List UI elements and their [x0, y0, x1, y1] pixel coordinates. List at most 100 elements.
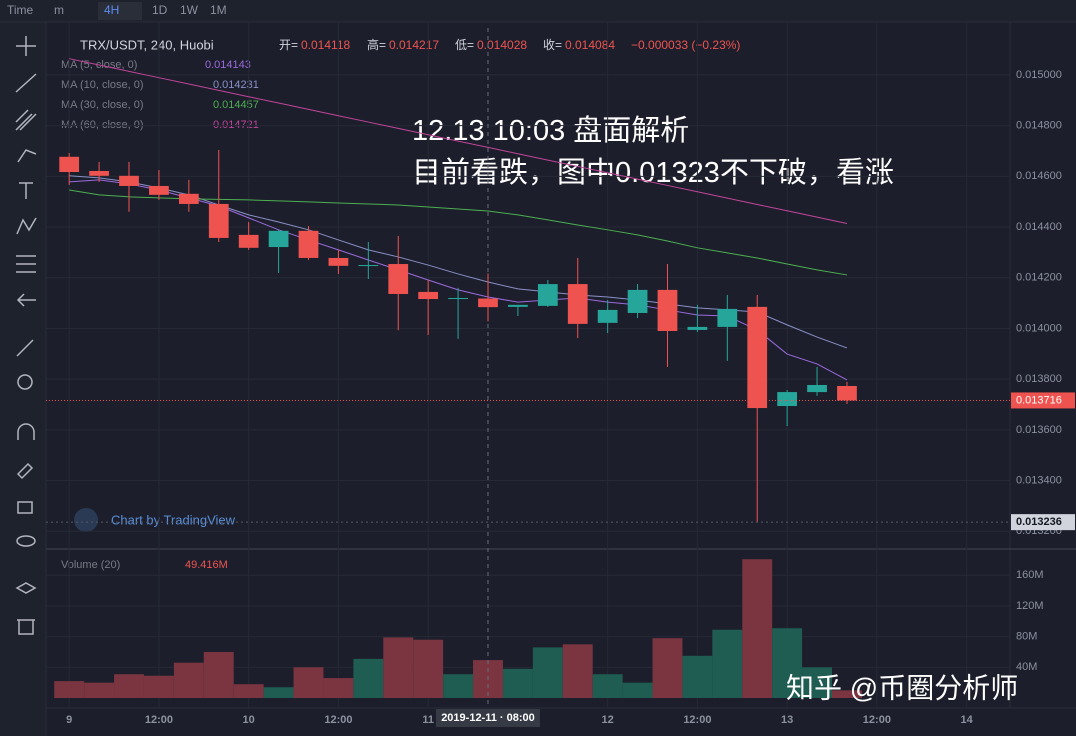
legend-label: 低= [455, 38, 474, 52]
prediction-icon[interactable] [16, 255, 36, 273]
volume-bar [84, 682, 115, 698]
volume-bar [592, 674, 623, 698]
candle-body [807, 384, 827, 393]
ma-name: MA (30, close, 0) [61, 99, 144, 111]
volume-tick-label: 40M [1016, 661, 1037, 673]
candle-body [388, 264, 409, 294]
volume-bar [203, 651, 234, 698]
candle-body [149, 185, 169, 195]
candle-body [687, 326, 708, 330]
toolbar-item[interactable]: 1W [180, 3, 199, 17]
candle-body [328, 257, 349, 266]
y-tick-label: 0.013600 [1016, 424, 1062, 436]
candle-body [268, 230, 289, 248]
y-tick-label: 0.014600 [1016, 170, 1062, 182]
volume-bar [323, 678, 354, 698]
x-tick-label: 12 [602, 714, 614, 726]
toolbar-item[interactable]: Time [7, 3, 34, 17]
pattern-icon[interactable] [16, 217, 37, 235]
volume-bar [143, 675, 174, 698]
annotation: 目前看跌，图中0.01323不下破，看涨 [412, 156, 894, 189]
legend-label: 开= [279, 38, 298, 52]
candle-body [837, 385, 857, 401]
brush-icon[interactable] [17, 149, 37, 163]
candle-body [208, 203, 229, 238]
volume-bar [293, 667, 324, 698]
candle-body [448, 298, 468, 300]
volume-bar [383, 637, 414, 698]
legend-change: −0.000033 (−0.23%) [631, 38, 740, 52]
volume-bar [502, 668, 533, 698]
candle-body [119, 175, 139, 186]
ruler-icon[interactable] [16, 339, 34, 357]
legend-value: 0.014028 [477, 38, 527, 52]
annotation: 12.13 10:03 盘面解析 [412, 114, 689, 147]
volume-bar [263, 687, 294, 698]
candle-body [418, 291, 439, 300]
layers-icon[interactable] [15, 582, 37, 594]
unlock-icon[interactable] [17, 501, 33, 514]
volume-bar [562, 644, 593, 698]
legend-label: 高= [367, 37, 386, 52]
crosshair-label: 2019-12-11 · 08:00 [441, 712, 535, 724]
credit: 知乎 @币圈分析师 [786, 672, 1018, 703]
tv-logo [74, 508, 98, 532]
crosshair-icon[interactable] [16, 36, 36, 56]
text-icon[interactable] [19, 182, 33, 199]
candle-body [657, 289, 678, 331]
volume-bar [233, 684, 264, 698]
x-tick-label: 12:00 [863, 714, 891, 726]
volume-bar [622, 682, 653, 698]
zoom-icon[interactable] [17, 374, 33, 390]
price-tag [1011, 392, 1075, 409]
x-tick-label: 10 [243, 714, 255, 726]
ma-value: 0.014457 [213, 99, 259, 111]
toolbar-item[interactable]: 4H [104, 3, 119, 17]
legend-value: 0.014118 [301, 38, 350, 52]
trend-icon[interactable] [15, 73, 37, 93]
candle-body [59, 156, 80, 173]
price-tag [1011, 514, 1075, 531]
volume-bar [173, 662, 204, 698]
x-tick-label: 9 [66, 714, 72, 726]
ma-value: 0.014143 [205, 59, 251, 71]
ma-line [69, 175, 848, 349]
ma-value: 0.014721 [213, 119, 259, 131]
candle-body [478, 298, 498, 308]
ma-value: 0.014231 [213, 79, 259, 91]
toolbar-item[interactable]: 1M [210, 3, 227, 17]
y-tick-label: 0.015000 [1016, 69, 1062, 81]
candle-body [89, 170, 109, 176]
toolbar-item[interactable]: m [54, 3, 64, 17]
volume-name: Volume (20) [61, 559, 120, 571]
trash-icon[interactable] [17, 619, 35, 635]
left-toolbar [0, 22, 46, 736]
tool-icons [15, 36, 37, 635]
x-tick-label: 12:00 [145, 714, 173, 726]
crosshair-tag [435, 709, 540, 727]
price-tag-label: 0.013716 [1016, 394, 1062, 406]
x-tick-label: 12:00 [683, 714, 711, 726]
toolbar-item[interactable]: 1D [152, 3, 168, 17]
volume-bar [682, 655, 713, 698]
magnet-icon[interactable] [17, 423, 35, 440]
x-tick-label: 12:00 [324, 714, 352, 726]
lock-draw-icon[interactable] [16, 462, 34, 480]
volume-tick-label: 160M [1016, 569, 1044, 581]
volume-bar [443, 674, 474, 698]
y-tick-label: 0.014200 [1016, 272, 1062, 284]
candle-body [298, 230, 319, 258]
volume-bar [54, 681, 85, 698]
volume-bar [652, 638, 683, 698]
volume-value: 49.416M [185, 559, 228, 571]
back-icon[interactable] [16, 293, 36, 307]
ohlc-legend: 开= 0.014118 高= 0.014217 低= 0.014028 收= 0.014084… [61, 37, 740, 571]
top-toolbar [0, 0, 1076, 22]
fib-icon[interactable] [15, 109, 37, 131]
x-tick-label: 11 [422, 714, 434, 726]
eye-icon[interactable] [16, 535, 36, 547]
watermark[interactable]: Chart by TradingView [111, 512, 236, 527]
symbol-label: TRX/USDT, 240, Huobi [80, 37, 214, 52]
legend-label: 收= [543, 38, 562, 52]
